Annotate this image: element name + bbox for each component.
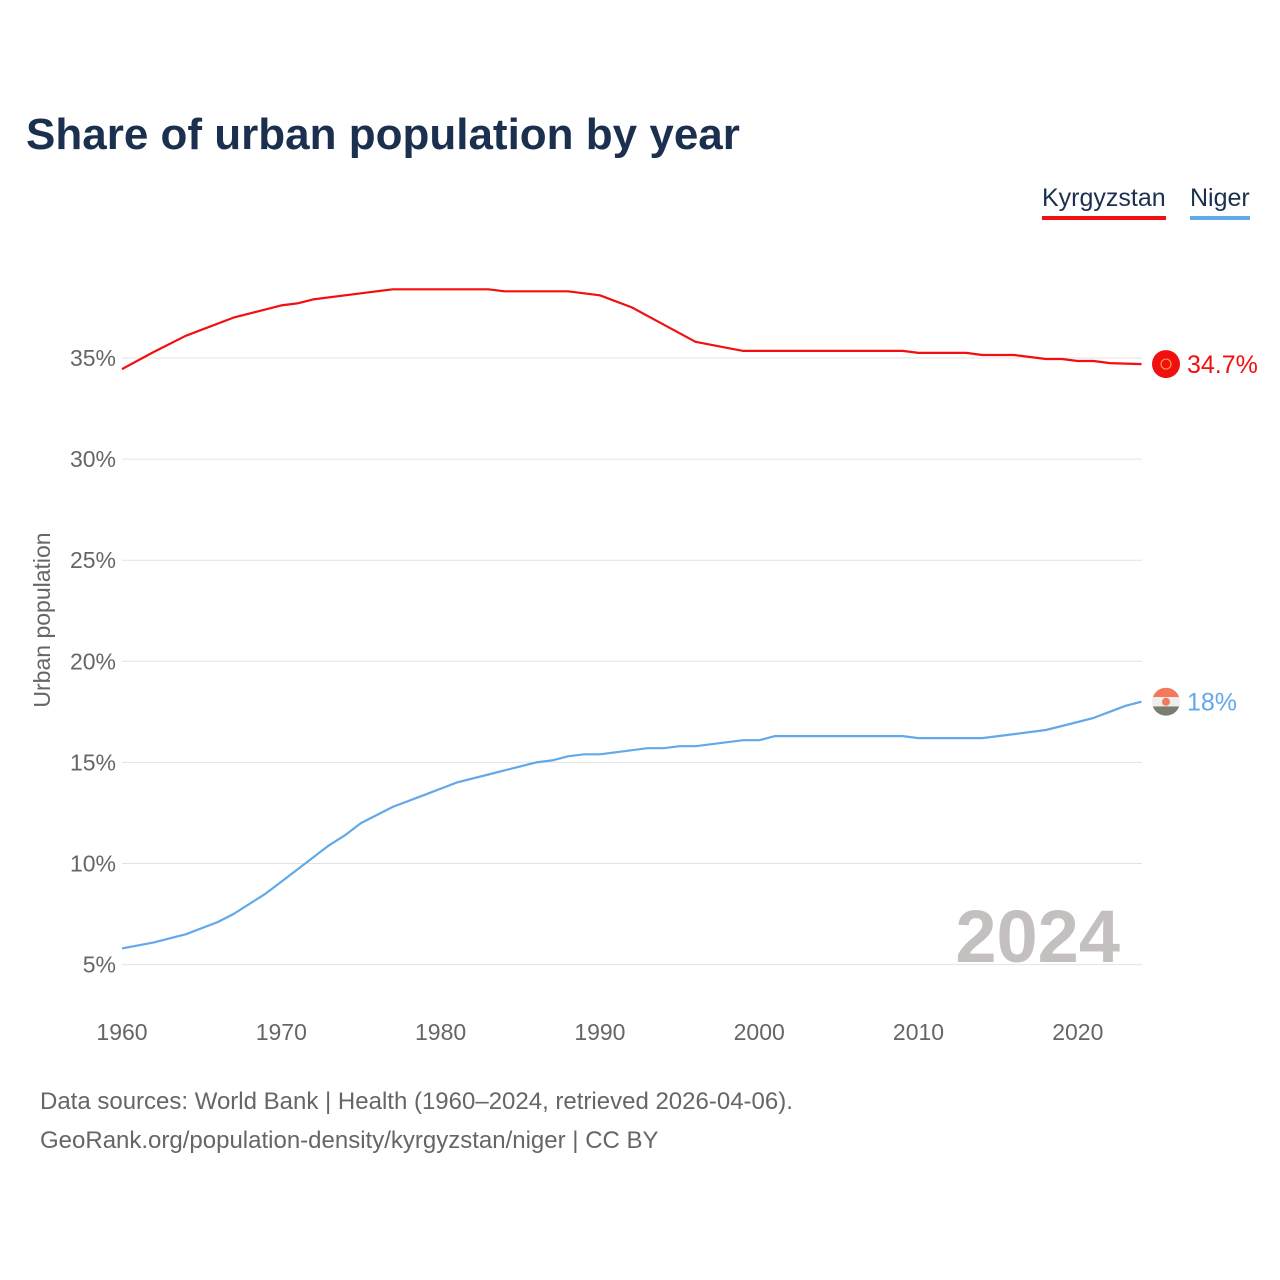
sun-icon [1160, 358, 1172, 370]
x-tick-label: 2020 [1052, 1019, 1103, 1045]
x-tick-label: 1990 [574, 1019, 625, 1045]
y-tick-label: 35% [70, 345, 116, 371]
x-tick-label: 2010 [893, 1019, 944, 1045]
x-tick-label: 1970 [256, 1019, 307, 1045]
legend-item-niger[interactable]: Niger [1190, 184, 1250, 220]
end-value-label: 18% [1187, 689, 1237, 717]
x-tick-label: 1980 [415, 1019, 466, 1045]
y-tick-label: 30% [70, 446, 116, 472]
flag-marker-kyrgyzstan [1152, 350, 1180, 379]
y-tick-label: 25% [70, 547, 116, 573]
y-tick-label: 20% [70, 648, 116, 674]
flag-marker-niger [1152, 687, 1180, 716]
source-line-1: Data sources: World Bank | Health (1960–… [40, 1088, 793, 1115]
series-line-niger [121, 700, 1142, 950]
y-tick-label: 10% [70, 851, 116, 877]
x-tick-label: 2000 [734, 1019, 785, 1045]
y-tick-label: 5% [83, 952, 116, 978]
y-axis-label: Urban population [29, 532, 55, 707]
series-line-kyrgyzstan [121, 288, 1142, 371]
y-tick-label: 15% [70, 749, 116, 775]
year-watermark: 2024 [955, 895, 1120, 978]
chart-title: Share of urban population by year [26, 110, 740, 159]
end-value-label: 34.7% [1187, 351, 1258, 379]
source-line-2[interactable]: GeoRank.org/population-density/kyrgyzsta… [40, 1127, 659, 1154]
legend-item-kyrgyzstan[interactable]: Kyrgyzstan [1042, 184, 1166, 220]
x-tick-label: 1960 [96, 1019, 147, 1045]
